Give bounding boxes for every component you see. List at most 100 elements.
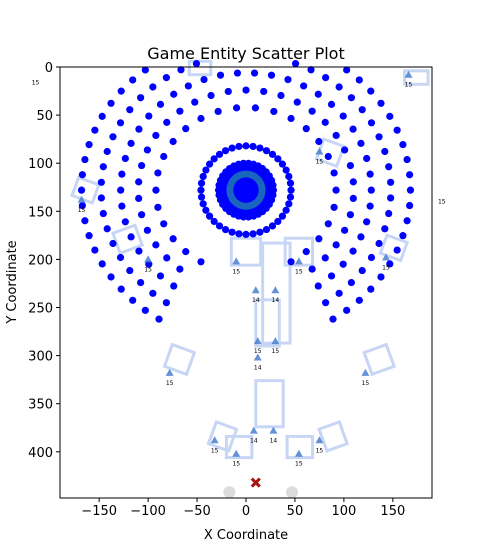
entity-dot (97, 194, 105, 202)
entity-dot (224, 87, 232, 96)
entity-dot (324, 152, 332, 161)
entity-frame (254, 379, 285, 429)
entity-marker-label: 15 (32, 79, 40, 86)
entity-dot (78, 201, 86, 210)
entity-dot (291, 59, 300, 68)
entity-marker-label: 15 (272, 348, 280, 355)
entity-marker-label: 14 (270, 438, 278, 445)
entity-dot (154, 203, 162, 211)
entity-dot (156, 100, 165, 108)
entity-dot (98, 260, 106, 268)
y-tick-label: 200 (28, 253, 53, 268)
entity-dot (355, 76, 363, 84)
entity-dot (386, 260, 394, 268)
entity-dot (386, 112, 394, 120)
entity-dot (330, 203, 338, 211)
entity-marker-label: 14 (254, 365, 262, 372)
entity-dot (182, 125, 190, 133)
entity-dot (235, 230, 243, 238)
entity-frame (206, 419, 239, 453)
entity-dot (366, 170, 374, 178)
entity-dot (274, 155, 282, 163)
entity-frame (285, 434, 315, 460)
entity-dot (135, 247, 143, 255)
entity-dot (197, 193, 206, 201)
entity-marker (315, 436, 324, 444)
entity-dot (85, 232, 93, 240)
plot-frame (59, 66, 433, 499)
entity-dot (250, 69, 259, 77)
entity-dot (103, 147, 111, 156)
x-tick-label: 100 (331, 504, 356, 519)
entity-dot (357, 233, 365, 241)
entity-marker (165, 368, 174, 376)
entity-dot (357, 139, 365, 147)
entity-dot (302, 125, 310, 133)
entity-dot (387, 194, 395, 202)
x-axis-label: X Coordinate (204, 528, 288, 543)
entity-dot (91, 126, 99, 134)
entity-dot (377, 273, 385, 281)
entity-dot (385, 209, 393, 218)
entity-dot (182, 248, 190, 256)
entity-dot (322, 74, 330, 82)
entity-dot (260, 87, 268, 96)
x-tick-label: −150 (81, 504, 117, 519)
entity-dot (117, 186, 125, 194)
entity-dot (358, 106, 366, 114)
entity-marker (144, 255, 153, 263)
entity-dot (121, 154, 129, 163)
entity-frame (224, 434, 254, 460)
entity-dot (169, 235, 177, 243)
entity-dot (126, 106, 134, 114)
entity-dot (256, 228, 264, 236)
entity-dot (205, 160, 214, 168)
entity-marker-label: 15 (78, 207, 86, 214)
entity-dot (127, 233, 135, 241)
entity-frame (362, 342, 397, 377)
entity-dot (228, 144, 236, 152)
entity-dot (363, 154, 371, 163)
entity-dot (176, 107, 184, 115)
entity-dot (349, 247, 357, 255)
entity-dot (210, 217, 218, 226)
entity-dot (200, 75, 208, 84)
entity-dot (103, 225, 111, 233)
entity-marker-label: 15 (166, 380, 174, 387)
entity-marker (232, 257, 241, 265)
entity-dot (202, 166, 210, 174)
entity-dot (293, 98, 301, 106)
entity-frame-layer (70, 59, 430, 460)
entity-frame (162, 342, 197, 377)
entity-dot (176, 265, 184, 273)
entity-dot (285, 200, 293, 208)
entity-marker-label: 15 (438, 199, 446, 206)
entity-dot (242, 230, 250, 238)
entity-dot (367, 87, 375, 95)
entity-dot (202, 206, 210, 214)
entity-dot (403, 217, 411, 225)
entity-dot (349, 194, 357, 203)
entity-dot (347, 94, 355, 102)
entity-dot (155, 315, 163, 323)
entity-dot (152, 186, 160, 194)
y-tick-label: 150 (28, 205, 53, 220)
entity-marker-label: 15 (144, 266, 152, 273)
entity-frame (254, 298, 281, 348)
entity-dot (375, 133, 383, 141)
entity-dot (287, 186, 295, 194)
entity-dot (156, 272, 165, 280)
entity-dot (274, 217, 282, 226)
y-tick-label: 400 (28, 446, 53, 461)
entity-dot (149, 289, 157, 297)
entity-dot (97, 178, 105, 186)
entity-dot (385, 163, 393, 171)
entity-dot (270, 107, 278, 116)
entity-dot (302, 248, 310, 256)
x-tick-label: 0 (242, 504, 250, 519)
entity-marker-label: 15 (382, 264, 390, 271)
entity-dot (199, 200, 207, 208)
entity-dot (343, 306, 351, 314)
entity-dot (210, 155, 218, 163)
